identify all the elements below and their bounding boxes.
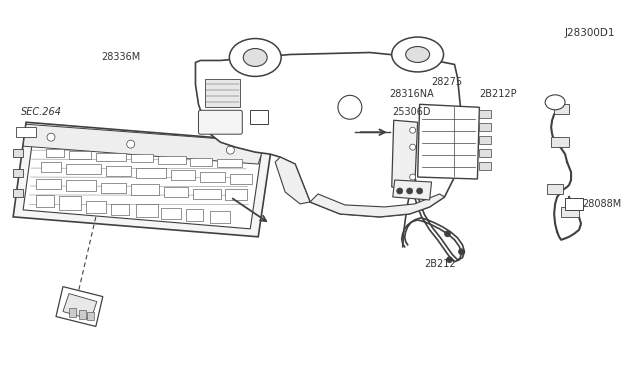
- Bar: [565, 198, 583, 210]
- Bar: [561, 207, 579, 217]
- Bar: [131, 184, 159, 195]
- Circle shape: [397, 188, 403, 194]
- Polygon shape: [23, 129, 262, 229]
- Bar: [479, 162, 492, 170]
- Bar: [554, 104, 569, 114]
- Ellipse shape: [392, 37, 444, 72]
- Bar: [479, 110, 492, 118]
- Ellipse shape: [545, 95, 565, 110]
- Ellipse shape: [243, 48, 267, 67]
- Bar: [79, 310, 86, 318]
- Bar: [211, 211, 230, 223]
- Polygon shape: [56, 286, 103, 327]
- Circle shape: [406, 188, 413, 194]
- Bar: [41, 162, 61, 172]
- Polygon shape: [13, 122, 272, 237]
- Bar: [193, 189, 221, 199]
- Ellipse shape: [406, 46, 429, 62]
- Bar: [230, 174, 252, 184]
- Polygon shape: [418, 104, 479, 179]
- Circle shape: [417, 188, 422, 194]
- Bar: [106, 166, 131, 176]
- Bar: [225, 189, 247, 200]
- Bar: [479, 149, 492, 157]
- Bar: [46, 149, 64, 157]
- Bar: [36, 179, 61, 189]
- Bar: [191, 158, 212, 166]
- Polygon shape: [393, 180, 431, 200]
- Bar: [69, 151, 91, 159]
- Bar: [218, 159, 243, 167]
- Circle shape: [458, 249, 465, 255]
- Bar: [547, 184, 563, 194]
- Text: J28300D1: J28300D1: [564, 28, 614, 38]
- Circle shape: [445, 231, 451, 237]
- Bar: [131, 154, 152, 162]
- Bar: [36, 195, 54, 207]
- Circle shape: [447, 257, 452, 263]
- Bar: [66, 164, 101, 174]
- Polygon shape: [310, 194, 445, 217]
- Polygon shape: [275, 157, 310, 204]
- Circle shape: [410, 144, 415, 150]
- Ellipse shape: [229, 39, 281, 76]
- Bar: [13, 169, 23, 177]
- Bar: [164, 187, 189, 197]
- Bar: [171, 170, 195, 180]
- Bar: [87, 311, 94, 321]
- Bar: [479, 136, 492, 144]
- Text: 28336M: 28336M: [101, 52, 140, 62]
- Circle shape: [47, 133, 55, 141]
- Bar: [479, 123, 492, 131]
- Bar: [136, 204, 157, 217]
- FancyBboxPatch shape: [198, 110, 243, 134]
- Bar: [13, 149, 23, 157]
- Bar: [59, 196, 81, 210]
- Polygon shape: [392, 120, 418, 189]
- Bar: [111, 204, 129, 215]
- Polygon shape: [63, 294, 97, 320]
- Text: 2B212: 2B212: [424, 259, 456, 269]
- Text: 28088M: 28088M: [582, 199, 621, 209]
- Text: 28275: 28275: [431, 77, 463, 87]
- Circle shape: [127, 140, 134, 148]
- Bar: [161, 208, 180, 219]
- Circle shape: [410, 174, 415, 180]
- Text: 25306D: 25306D: [393, 107, 431, 117]
- Bar: [86, 201, 106, 213]
- Bar: [205, 79, 240, 107]
- Bar: [250, 110, 268, 124]
- Bar: [66, 180, 96, 191]
- Bar: [13, 189, 23, 197]
- Circle shape: [227, 146, 234, 154]
- Circle shape: [410, 127, 415, 133]
- Bar: [186, 209, 204, 221]
- Text: SEC.264: SEC.264: [21, 107, 62, 117]
- Bar: [157, 156, 186, 164]
- Bar: [136, 168, 166, 178]
- Bar: [69, 308, 76, 317]
- Bar: [551, 137, 569, 147]
- Polygon shape: [23, 124, 265, 164]
- Bar: [96, 153, 125, 161]
- Bar: [16, 127, 36, 137]
- Bar: [101, 183, 125, 193]
- Bar: [200, 172, 225, 182]
- Text: 28316NA: 28316NA: [390, 89, 435, 99]
- Text: 2B212P: 2B212P: [479, 89, 517, 99]
- Polygon shape: [195, 52, 461, 217]
